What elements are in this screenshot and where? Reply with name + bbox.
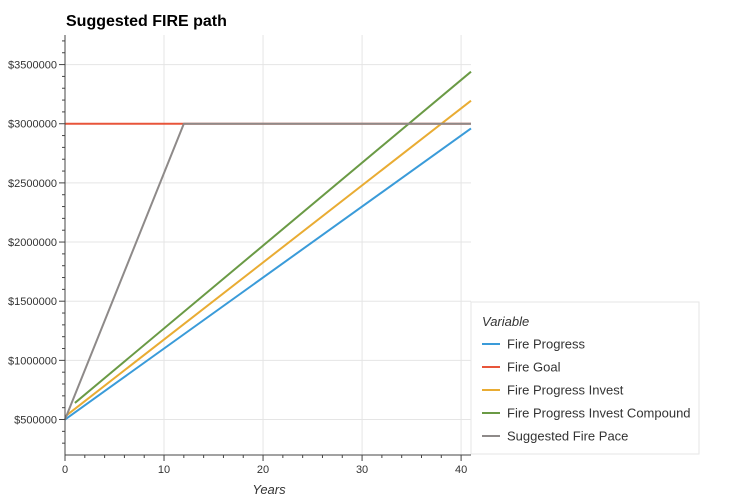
y-tick-label-6: $3500000 [8,60,57,72]
legend-label-0: Fire Progress [507,337,586,352]
x-tick-label-4: 40 [455,464,467,476]
x-tick-label-1: 10 [158,464,170,476]
legend-label-1: Fire Goal [507,360,561,375]
legend-label-2: Fire Progress Invest [507,383,624,398]
series-line-2 [64,99,472,418]
series-line-3 [74,70,472,404]
series-line-4 [64,122,471,420]
legend-box [470,301,700,455]
x-tick-label-2: 20 [257,464,269,476]
y-tick-label-1: $1000000 [8,355,57,367]
grid [64,35,471,455]
y-tick-label-5: $3000000 [8,119,57,131]
x-tick-label-0: 0 [62,464,68,476]
y-tick-label-3: $2000000 [8,237,57,249]
legend-label-3: Fire Progress Invest Compound [507,406,691,421]
series-line-0 [64,127,472,421]
legend-items: Fire Progress Fire Goal Fire Progress Inve… [482,337,691,444]
axes: 0 10 20 30 40 $500000 $1000000 $1500000 $2000000… [8,35,471,476]
legend-title: Variable [482,314,529,329]
y-tick-label-0: $500000 [14,415,57,427]
chart-title: Suggested FIRE path [66,13,227,30]
legend-label-4: Suggested Fire Pace [507,429,628,444]
series-layer [64,70,472,421]
y-tick-label-4: $2500000 [8,178,57,190]
x-axis-label: Years [252,482,286,497]
y-tick-label-2: $1500000 [8,296,57,308]
x-tick-label-3: 30 [356,464,368,476]
